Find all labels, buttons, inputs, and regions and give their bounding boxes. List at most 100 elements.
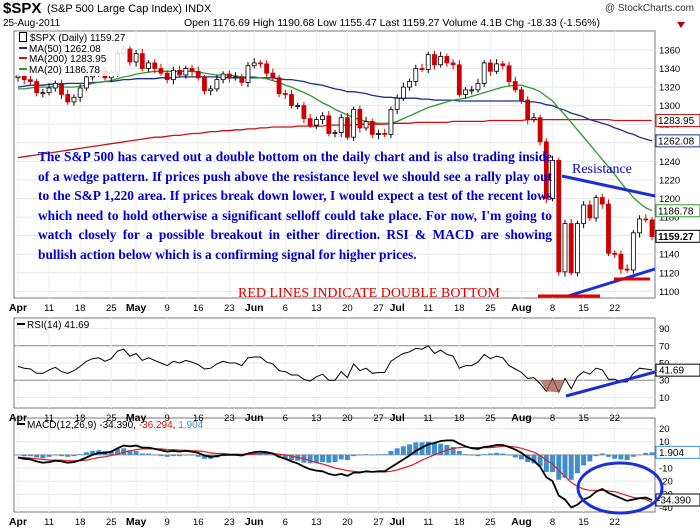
x-axis-label: 6	[283, 413, 288, 424]
candle-body	[363, 121, 369, 129]
candle-body	[307, 118, 313, 126]
price-tick-label: 1200	[659, 194, 680, 205]
candle-body	[531, 117, 537, 120]
macd-histogram-bar	[512, 454, 518, 458]
legend-ma50-label: MA(50) 1262.08	[29, 43, 101, 55]
legend-ma20: MA(20) 1186.78	[19, 65, 125, 77]
macd-tick-label: 10	[659, 437, 670, 448]
candle-body	[407, 81, 412, 88]
price-tick-label: 1300	[659, 101, 680, 112]
macd-histogram-bar	[195, 454, 201, 457]
watermark: @ StockCharts.com	[604, 3, 694, 14]
macd-histogram-bar	[164, 454, 170, 457]
candle-body	[537, 117, 543, 143]
x-axis-label: 9	[165, 413, 170, 424]
macd-histogram-bar	[618, 454, 624, 460]
macd-histogram-bar	[506, 454, 512, 456]
candle-body	[15, 75, 21, 79]
candle-body	[506, 65, 512, 82]
macd-histogram-bar	[127, 450, 133, 455]
x-axis-label: 20	[342, 303, 353, 314]
candle-body	[444, 56, 450, 64]
macd-histogram-bar	[326, 454, 332, 463]
macd-histogram-bar	[40, 454, 46, 459]
candle-body	[593, 197, 599, 219]
candle-body	[332, 132, 338, 134]
x-axis-label: 13	[311, 303, 322, 314]
price-tick-label: 1320	[659, 83, 680, 94]
candle-body	[630, 232, 636, 271]
macd-histogram-bar	[407, 444, 413, 455]
candle-body	[139, 53, 145, 69]
macd-histogram-bar	[556, 454, 562, 480]
macd-histogram-bar	[413, 442, 419, 455]
macd-histogram-bar	[83, 452, 89, 455]
symbol: $SPX	[3, 0, 42, 17]
macd-histogram-bar	[624, 454, 630, 461]
x-axis-label: 15	[578, 303, 589, 314]
macd-histogram-bar	[108, 450, 114, 455]
x-axis-label: 18	[454, 303, 465, 314]
macd-tick-label: -20	[659, 477, 673, 488]
candle-body	[313, 119, 319, 126]
x-axis-label: 8	[550, 413, 555, 424]
x-axis-label: 23	[224, 303, 235, 314]
macd-histogram-bar	[581, 454, 587, 466]
x-axis-label: 25	[485, 517, 496, 528]
candle-body	[456, 64, 462, 95]
candle-body	[177, 69, 183, 76]
ma200-swatch	[19, 57, 27, 59]
macd-histogram-bar	[133, 450, 139, 455]
candle-body	[83, 76, 89, 89]
macd-histogram-bar	[357, 454, 363, 456]
candle-body	[170, 69, 176, 81]
x-axis-label: Aug	[511, 516, 531, 528]
candle-body	[606, 203, 611, 254]
candle-body	[282, 93, 288, 95]
x-axis-label: 15	[578, 413, 589, 424]
candle-body	[295, 105, 301, 108]
macd-histogram-bar	[282, 454, 288, 459]
candle-body	[28, 79, 33, 82]
x-axis-label: 15	[578, 517, 589, 528]
macd-histogram-bar	[537, 454, 543, 466]
x-axis-label: 20	[342, 413, 353, 424]
macd-histogram-bar	[183, 454, 189, 456]
candle-body	[270, 72, 276, 79]
candle-body	[382, 133, 388, 135]
candle-body	[289, 94, 294, 107]
macd-histogram-bar	[65, 454, 71, 457]
x-axis-label: Aug	[511, 412, 531, 424]
candle-body	[599, 197, 605, 205]
candle-body	[637, 218, 642, 234]
rsi-tick-label: 70	[659, 341, 670, 352]
price-tick-label: 1180	[659, 213, 679, 224]
macd-histogram-bar	[649, 452, 655, 455]
price-current-value-box	[655, 134, 700, 148]
macd-histogram-bar	[307, 454, 313, 464]
price-tick-label: 1120	[659, 268, 679, 279]
macd-histogram-bar	[637, 454, 643, 456]
macd-histogram-bar	[593, 454, 599, 457]
candle-body	[618, 253, 624, 270]
rsi-tick-label: 30	[659, 376, 670, 387]
candle-body	[357, 108, 363, 129]
macd-histogram-bar	[344, 454, 350, 461]
candle-body	[326, 115, 332, 134]
macd-histogram-bar	[643, 452, 649, 455]
price-current-value-box	[655, 114, 700, 128]
x-axis-label: May	[126, 302, 147, 314]
x-axis-label: 6	[283, 303, 288, 314]
hist-current-value-box	[655, 445, 700, 459]
ma20-line	[18, 70, 653, 212]
x-axis-label: 18	[75, 517, 86, 528]
x-axis-label: May	[126, 412, 147, 424]
candle-body	[40, 92, 46, 95]
macd-histogram-bar	[456, 450, 462, 455]
rsi-oversold-fill	[540, 380, 565, 393]
x-axis-label: 20	[342, 517, 353, 528]
x-axis-label: 18	[75, 303, 86, 314]
macd-histogram-bar	[469, 454, 475, 456]
macd-legend: MACD(12,26,9) -34.390, -36.294, 1.904	[17, 420, 203, 431]
